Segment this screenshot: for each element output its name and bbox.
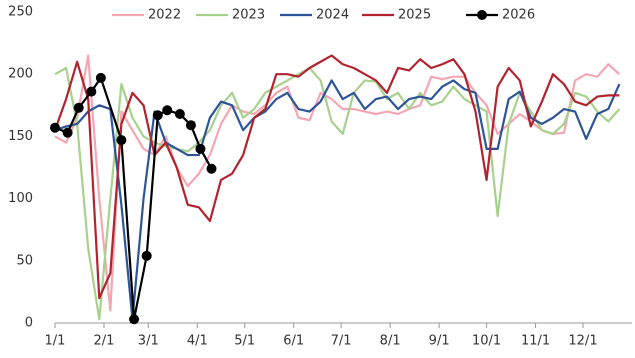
y-tick-label: 250 (8, 5, 33, 20)
point-marker (95, 72, 106, 83)
x-tick-label: 12/1 (568, 334, 597, 349)
legend-label: 2025 (398, 8, 431, 23)
y-tick-label: 150 (8, 129, 33, 144)
point-marker (141, 250, 152, 261)
point-marker (62, 127, 73, 138)
point-marker (129, 314, 140, 325)
point-marker (195, 143, 206, 154)
x-tick-label: 8/1 (380, 334, 401, 349)
series-line (53, 54, 620, 300)
legend-label: 2022 (148, 8, 181, 23)
x-tick-label: 3/1 (138, 334, 159, 349)
y-tick-label: 0 (25, 316, 33, 331)
legend-label: 2026 (502, 8, 535, 23)
x-tick-label: 1/1 (45, 334, 66, 349)
legend-label: 2023 (232, 8, 265, 23)
point-marker (162, 105, 173, 116)
x-tick-label: 2/1 (94, 334, 115, 349)
point-marker (116, 135, 127, 146)
point-marker (86, 86, 97, 97)
y-tick-label: 100 (8, 191, 33, 206)
legend-label: 2024 (316, 8, 349, 23)
series-line (54, 54, 621, 312)
x-tick-label: 9/1 (429, 334, 450, 349)
x-tick-label: 5/1 (234, 334, 255, 349)
x-tick-label: 7/1 (331, 334, 352, 349)
point-marker (174, 109, 185, 120)
point-marker (185, 120, 196, 131)
x-tick-label: 10/1 (472, 334, 501, 349)
series-line (54, 66, 621, 321)
point-marker (73, 102, 84, 113)
legend-marker (477, 10, 487, 20)
x-tick-label: 11/1 (521, 334, 550, 349)
point-marker (50, 122, 60, 133)
x-tick-label: 4/1 (187, 334, 208, 349)
x-tick-label: 6/1 (283, 334, 304, 349)
y-tick-label: 50 (16, 253, 33, 268)
y-tick-label: 200 (8, 67, 33, 82)
point-marker (152, 110, 163, 121)
point-marker (206, 163, 217, 174)
